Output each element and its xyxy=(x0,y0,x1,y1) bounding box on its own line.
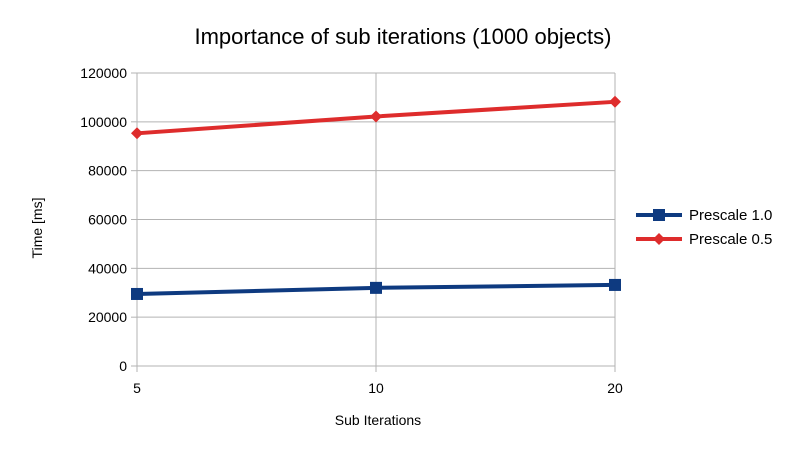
data-point xyxy=(131,287,143,300)
legend: Prescale 1.0 Prescale 0.5 xyxy=(636,207,772,248)
legend-label: Prescale 1.0 xyxy=(689,207,772,224)
x-tick-label: 10 xyxy=(368,380,384,396)
x-axis-ticks: 5 10 20 xyxy=(133,380,623,396)
data-point xyxy=(370,281,382,294)
series-group xyxy=(131,95,621,300)
y-tick-label: 60000 xyxy=(88,212,127,228)
legend-entry: Prescale 1.0 xyxy=(636,207,772,224)
legend-entry: Prescale 0.5 xyxy=(636,231,772,248)
y-tick-label: 0 xyxy=(119,358,127,374)
x-tick-label: 20 xyxy=(607,380,623,396)
data-point xyxy=(609,278,621,291)
y-tick-label: 120000 xyxy=(80,65,127,81)
y-tick-label: 100000 xyxy=(80,114,127,130)
y-axis-label: Time [ms] xyxy=(29,198,45,259)
series-2 xyxy=(131,95,621,140)
chart-title: Importance of sub iterations (1000 objec… xyxy=(194,24,611,49)
data-point xyxy=(131,127,143,140)
series-1 xyxy=(131,278,621,300)
y-tick-label: 40000 xyxy=(88,260,127,276)
y-tick-label: 80000 xyxy=(88,163,127,179)
legend-swatch-marker xyxy=(653,233,665,245)
x-tick-label: 5 xyxy=(133,380,141,396)
data-point xyxy=(609,95,621,108)
x-axis-label: Sub Iterations xyxy=(335,412,421,428)
y-tick-label: 20000 xyxy=(88,309,127,325)
legend-label: Prescale 0.5 xyxy=(689,231,772,248)
data-point xyxy=(370,110,382,123)
legend-swatch-marker xyxy=(653,209,665,221)
y-axis-ticks: 0 20000 40000 60000 80000 100000 120000 xyxy=(80,65,137,374)
